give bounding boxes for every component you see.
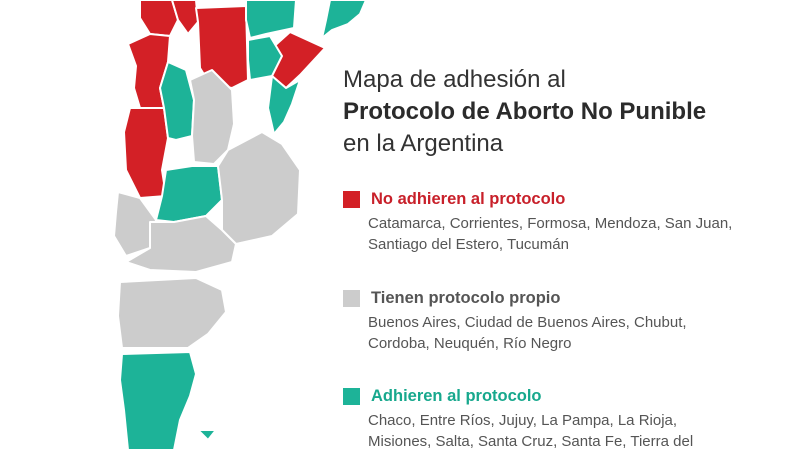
province-santa-cruz xyxy=(119,351,197,450)
province-buenos-aires xyxy=(217,131,301,245)
province-salta-top xyxy=(171,0,199,35)
legend-header: Adhieren al protocolo xyxy=(343,385,763,407)
title-line-1: Mapa de adhesión al xyxy=(343,66,566,93)
province-mendoza xyxy=(123,107,169,199)
legend-provinces: Chaco, Entre Ríos, Jujuy, La Pampa, La R… xyxy=(368,412,694,450)
legend-protocolo-propio: Tienen protocolo propio Buenos Aires, Ci… xyxy=(343,287,763,354)
province-entre-rios xyxy=(267,75,301,135)
province-tierra-del-fuego xyxy=(197,429,217,441)
legend-swatch-red xyxy=(343,190,360,208)
legend-provinces: Buenos Aires, Ciudad de Buenos Aires, Ch… xyxy=(368,314,687,352)
province-misiones xyxy=(321,0,367,39)
legend-no-adhieren: No adhieren al protocolo Catamarca, Corr… xyxy=(343,188,763,255)
legend-label: No adhieren al protocolo xyxy=(371,189,566,208)
legend-label: Tienen protocolo propio xyxy=(371,288,561,307)
province-rio-negro xyxy=(125,215,237,273)
legend-adhieren: Adhieren al protocolo Chaco, Entre Ríos,… xyxy=(343,385,763,452)
title-line-2: Protocolo de Aborto No Punible xyxy=(343,98,707,125)
province-la-rioja xyxy=(159,61,195,141)
province-chubut xyxy=(117,277,227,349)
province-jujuy-area xyxy=(139,0,179,37)
legend-header: Tienen protocolo propio xyxy=(343,287,763,309)
legend-swatch-teal xyxy=(343,387,360,405)
legend-swatch-grey xyxy=(343,289,360,307)
legend-label: Adhieren al protocolo xyxy=(371,386,542,405)
province-cordoba xyxy=(189,69,235,165)
title-line-3: en la Argentina xyxy=(343,130,504,157)
legend-provinces: Catamarca, Corrientes, Formosa, Mendoza,… xyxy=(368,215,733,253)
map-title: Mapa de adhesión al Protocolo de Aborto … xyxy=(343,64,783,160)
province-neuquen xyxy=(113,191,157,257)
province-jujuy xyxy=(245,0,297,39)
province-san-luis-la-pampa xyxy=(155,165,223,223)
legend-header: No adhieren al protocolo xyxy=(343,188,763,210)
